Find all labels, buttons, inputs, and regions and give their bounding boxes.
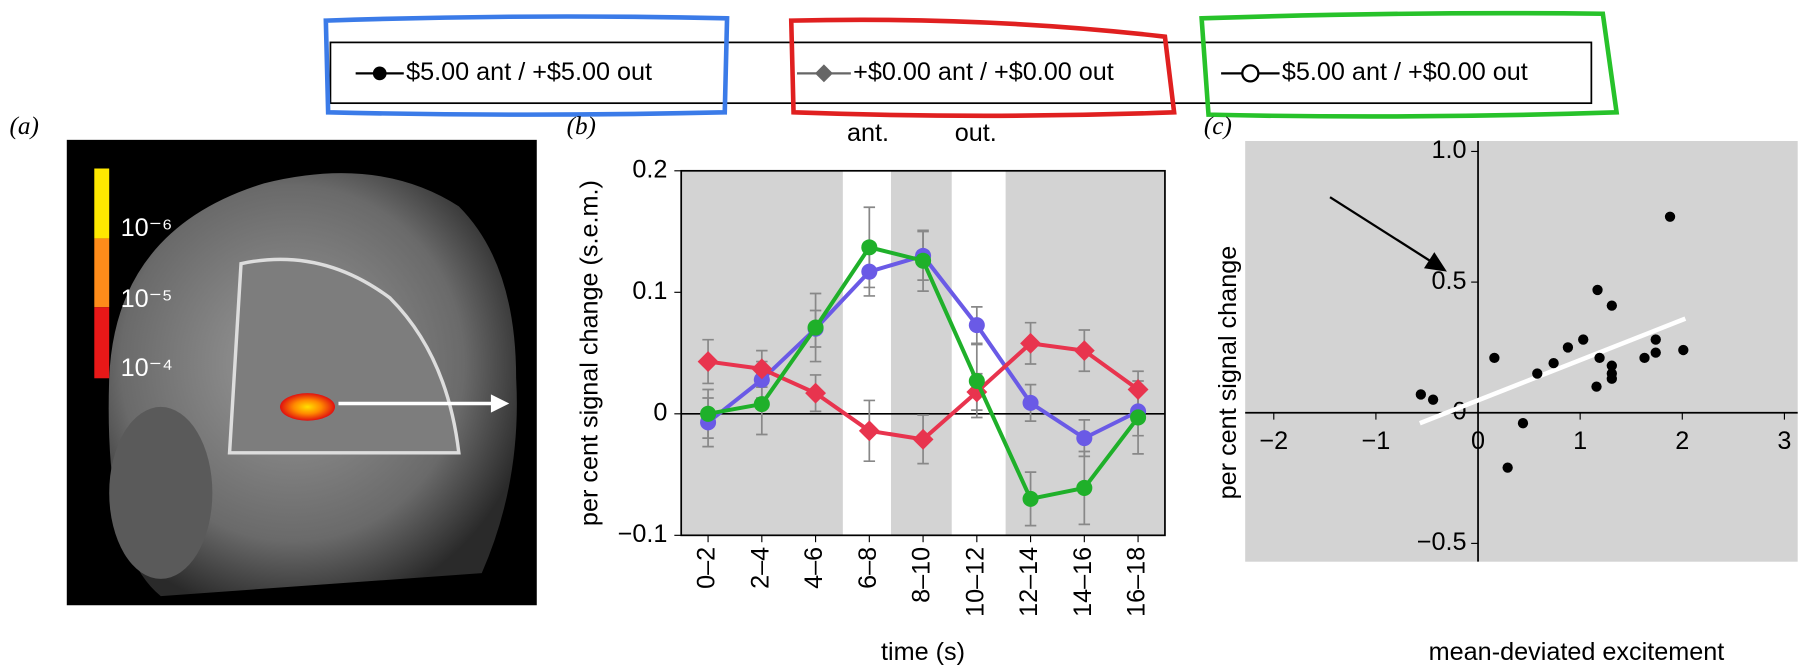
x-tick-label: 0–2: [693, 547, 721, 589]
x-tick-label: 14–16: [1069, 547, 1097, 617]
legend: $5.00 ant / +$5.00 out +$0.00 ant / +$0.0…: [356, 58, 1528, 86]
y-axis-label: per cent signal change: [1214, 246, 1242, 500]
point: [1591, 381, 1601, 391]
x-tick-label: 2–4: [746, 547, 774, 589]
point: [1532, 368, 1542, 378]
point: [1428, 395, 1438, 405]
panel-label: (c): [1204, 113, 1232, 140]
colorbar-label: 10⁻⁶: [121, 214, 173, 242]
legend-marker: [373, 66, 387, 80]
x-tick-label: −1: [1362, 427, 1391, 455]
legend-label: +$0.00 ant / +$0.00 out: [853, 58, 1114, 86]
point: [1607, 374, 1617, 384]
point: [1678, 345, 1688, 355]
y-tick-label: 1.0: [1432, 136, 1467, 164]
y-axis-label: per cent signal change (s.e.m.): [575, 180, 603, 526]
point: [1563, 342, 1573, 352]
panel-label: (b): [567, 113, 596, 140]
x-tick-label: 10–12: [961, 547, 989, 617]
point: [1502, 462, 1512, 472]
point: [1639, 353, 1649, 363]
point: [700, 406, 716, 422]
point: [1489, 353, 1499, 363]
point: [915, 253, 931, 269]
point: [861, 239, 877, 255]
annotation: ant.: [847, 119, 889, 147]
legend-marker: [1242, 65, 1258, 81]
page: $5.00 ant / +$5.00 out +$0.00 ant / +$0.0…: [0, 0, 1798, 666]
point: [808, 320, 824, 336]
point: [1023, 491, 1039, 507]
point: [861, 264, 877, 280]
point: [969, 373, 985, 389]
point: [1076, 480, 1092, 496]
y-tick-label: −0.5: [1417, 528, 1467, 556]
legend-label: $5.00 ant / +$0.00 out: [1282, 58, 1528, 86]
point: [1592, 285, 1602, 295]
y-tick-label: 0.5: [1432, 267, 1467, 295]
x-tick-label: 16–18: [1123, 547, 1151, 617]
point: [1023, 395, 1039, 411]
annotation: out.: [955, 119, 997, 147]
point: [1076, 430, 1092, 446]
x-tick-label: 4–6: [800, 547, 828, 589]
x-axis-label: time (s): [881, 638, 965, 666]
x-tick-label: 8–10: [908, 547, 936, 603]
point: [1594, 353, 1604, 363]
colorbar-label: 10⁻⁵: [121, 285, 173, 313]
point: [754, 396, 770, 412]
point: [1518, 418, 1528, 428]
point: [1651, 347, 1661, 357]
x-tick-label: −2: [1259, 427, 1288, 455]
x-axis-label: mean-deviated excitement: [1429, 638, 1725, 666]
y-tick-label: 0.2: [632, 155, 667, 183]
y-tick-label: −0.1: [618, 520, 668, 548]
colorbar-label: 10⁻⁴: [121, 354, 173, 382]
y-tick-label: 0.1: [632, 277, 667, 305]
point: [1130, 409, 1146, 425]
figure: $5.00 ant / +$5.00 out +$0.00 ant / +$0.0…: [0, 0, 1798, 666]
anticipation-window: [843, 171, 891, 536]
point: [969, 317, 985, 333]
x-tick-label: 12–14: [1015, 547, 1043, 617]
plot-background: [1245, 141, 1798, 562]
point: [1665, 212, 1675, 222]
point: [1548, 358, 1558, 368]
legend-label: $5.00 ant / +$5.00 out: [406, 58, 652, 86]
x-tick-label: 6–8: [854, 547, 882, 589]
x-tick-label: 0: [1471, 427, 1485, 455]
y-tick-label: 0: [653, 398, 667, 426]
point: [1416, 389, 1426, 399]
x-tick-label: 2: [1675, 427, 1689, 455]
point: [1607, 300, 1617, 310]
point: [1578, 334, 1588, 344]
x-tick-label: 3: [1777, 427, 1791, 455]
panel-label: (a): [9, 113, 38, 140]
point: [1651, 334, 1661, 344]
x-tick-label: 1: [1573, 427, 1587, 455]
